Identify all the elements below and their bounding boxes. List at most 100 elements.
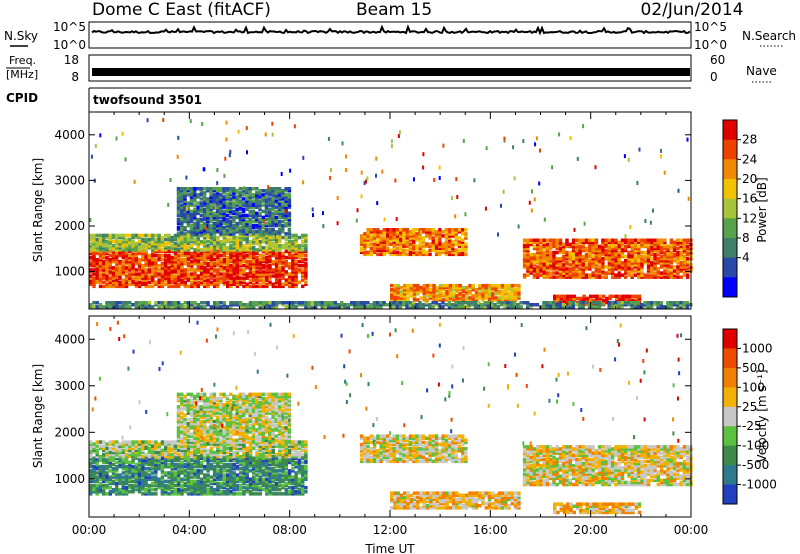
heatmap-cell [134, 305, 139, 309]
heatmap-cell [461, 242, 465, 246]
heatmap-cell [196, 201, 200, 205]
heatmap-cell [212, 239, 217, 244]
heatmap-cell [653, 248, 657, 253]
heatmap-cell [89, 274, 93, 278]
heatmap-cell [481, 296, 485, 300]
heatmap-cell [607, 305, 611, 309]
heatmap-cell [105, 251, 109, 256]
heatmap-cell [206, 492, 210, 496]
heatmap-cell [212, 284, 217, 289]
heatmap-cell [261, 230, 265, 234]
heatmap-cell [160, 257, 165, 262]
heatmap-cell [160, 266, 165, 270]
heatmap-cell [239, 237, 243, 242]
heatmap-cell [167, 479, 171, 484]
heatmap-cell [451, 242, 455, 246]
heatmap-cell [235, 257, 240, 262]
heatmap-cell [134, 282, 139, 286]
heatmap-cell [277, 209, 282, 214]
heatmap-cell [235, 235, 240, 240]
heatmap-cell [536, 259, 540, 263]
heatmap-cell [274, 270, 279, 274]
heatmap-cell [154, 248, 158, 252]
heatmap-cell [239, 475, 243, 479]
heatmap-cell [271, 189, 275, 193]
heatmap-cell [607, 271, 612, 275]
heatmap-cell [108, 257, 112, 262]
heatmap-cell [196, 193, 200, 197]
heatmap-cell [601, 261, 605, 265]
heatmap-cell [682, 263, 687, 267]
heatmap-cell [242, 213, 246, 218]
heatmap-cell [124, 248, 129, 252]
heatmap-cell [274, 193, 278, 197]
heatmap-cell [284, 305, 288, 309]
heatmap-cell [255, 233, 259, 238]
heatmap-cell [620, 240, 625, 245]
heatmap-cell [656, 257, 660, 261]
heatmap-cell [428, 230, 432, 234]
heatmap-cell [592, 302, 596, 307]
heatmap-cell [675, 303, 680, 307]
heatmap-cell [209, 490, 214, 494]
heatmap-cell [555, 244, 559, 249]
heatmap-cell [542, 238, 546, 242]
heatmap-cell [634, 294, 638, 299]
heatmap-cell [226, 469, 230, 473]
heatmap-cell [111, 473, 116, 477]
heatmap-cell [637, 259, 641, 263]
heatmap-cell [193, 262, 197, 266]
heatmap-cell [287, 239, 292, 244]
heatmap-cell [510, 290, 515, 294]
heatmap-cell [144, 301, 148, 305]
heatmap-cell [271, 268, 275, 272]
heatmap-cell [232, 458, 236, 463]
heatmap-cell [180, 241, 184, 246]
heatmap-cell [173, 305, 178, 309]
heatmap-cell [95, 471, 99, 475]
heatmap-cell [491, 285, 495, 290]
heatmap-cell [461, 285, 466, 290]
heatmap-cell [196, 464, 200, 469]
heatmap-cell [261, 239, 266, 244]
heatmap-cell [98, 253, 103, 258]
heatmap-cell [268, 266, 272, 270]
heatmap-cell [186, 221, 190, 226]
heatmap-cell [542, 246, 546, 251]
heatmap-cell [304, 233, 308, 238]
heatmap-cell [124, 280, 129, 284]
heatmap-cell [465, 292, 469, 296]
heatmap-cell [578, 238, 582, 242]
heatmap-cell [666, 257, 670, 261]
heatmap-cell [167, 481, 171, 486]
heatmap-cell [193, 458, 197, 463]
heatmap-cell [232, 301, 236, 305]
heatmap-cell [395, 303, 399, 307]
heatmap-cell [124, 241, 129, 246]
heatmap-cell [242, 209, 246, 214]
heatmap-cell [137, 301, 142, 305]
heatmap-cell [235, 251, 240, 256]
heatmap-cell [356, 303, 360, 307]
heatmap-cell [206, 233, 210, 238]
heatmap-cell [141, 257, 145, 262]
heatmap-cell [105, 274, 109, 278]
heatmap-cell [669, 240, 674, 245]
heatmap-cell [467, 305, 471, 309]
heatmap-cell [196, 458, 200, 463]
heatmap-cell [281, 191, 285, 195]
heatmap-cell [663, 261, 667, 265]
heatmap-cell [301, 233, 305, 238]
heatmap-cell [235, 215, 239, 220]
heatmap-cell [268, 253, 272, 258]
heatmap-cell [92, 479, 96, 484]
heatmap-cell [353, 305, 357, 309]
heatmap-cell [226, 284, 230, 289]
heatmap-cell [202, 187, 207, 191]
heatmap-cell [630, 254, 634, 259]
heatmap-cell [461, 244, 465, 248]
heatmap-cell [108, 284, 112, 289]
heatmap-cell [627, 265, 631, 269]
heatmap-cell [588, 238, 592, 242]
heatmap-cell [447, 252, 452, 257]
